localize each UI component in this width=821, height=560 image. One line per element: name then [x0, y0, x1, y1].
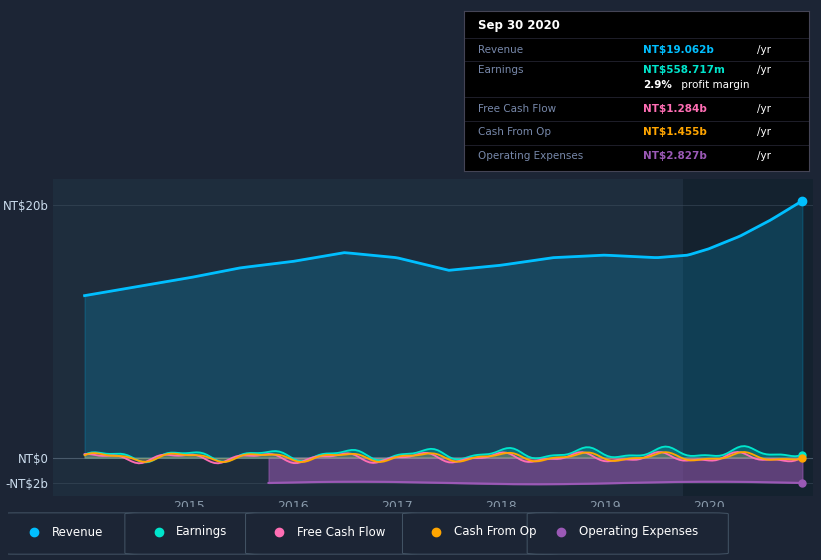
Text: NT$558.717m: NT$558.717m — [643, 66, 725, 75]
FancyBboxPatch shape — [245, 513, 419, 554]
Text: NT$2.827b: NT$2.827b — [643, 151, 707, 161]
Text: NT$1.455b: NT$1.455b — [643, 128, 707, 138]
Text: Revenue: Revenue — [478, 44, 523, 54]
FancyBboxPatch shape — [0, 513, 141, 554]
Text: NT$1.284b: NT$1.284b — [643, 104, 707, 114]
Text: Operating Expenses: Operating Expenses — [478, 151, 583, 161]
Text: Earnings: Earnings — [177, 525, 227, 539]
Text: Free Cash Flow: Free Cash Flow — [478, 104, 556, 114]
Text: profit margin: profit margin — [677, 80, 749, 90]
Text: /yr: /yr — [757, 66, 771, 75]
Text: Revenue: Revenue — [52, 525, 103, 539]
Text: NT$19.062b: NT$19.062b — [643, 44, 714, 54]
Text: 2.9%: 2.9% — [643, 80, 672, 90]
FancyBboxPatch shape — [527, 513, 728, 554]
Text: Earnings: Earnings — [478, 66, 523, 75]
FancyBboxPatch shape — [402, 513, 559, 554]
Text: Operating Expenses: Operating Expenses — [579, 525, 698, 539]
Text: Sep 30 2020: Sep 30 2020 — [478, 19, 560, 32]
Text: /yr: /yr — [757, 104, 771, 114]
Bar — [683, 179, 813, 496]
Text: Cash From Op: Cash From Op — [478, 128, 551, 138]
Text: Cash From Op: Cash From Op — [454, 525, 536, 539]
FancyBboxPatch shape — [125, 513, 262, 554]
Text: Free Cash Flow: Free Cash Flow — [297, 525, 385, 539]
Text: /yr: /yr — [757, 151, 771, 161]
Text: /yr: /yr — [757, 44, 771, 54]
Text: /yr: /yr — [757, 128, 771, 138]
